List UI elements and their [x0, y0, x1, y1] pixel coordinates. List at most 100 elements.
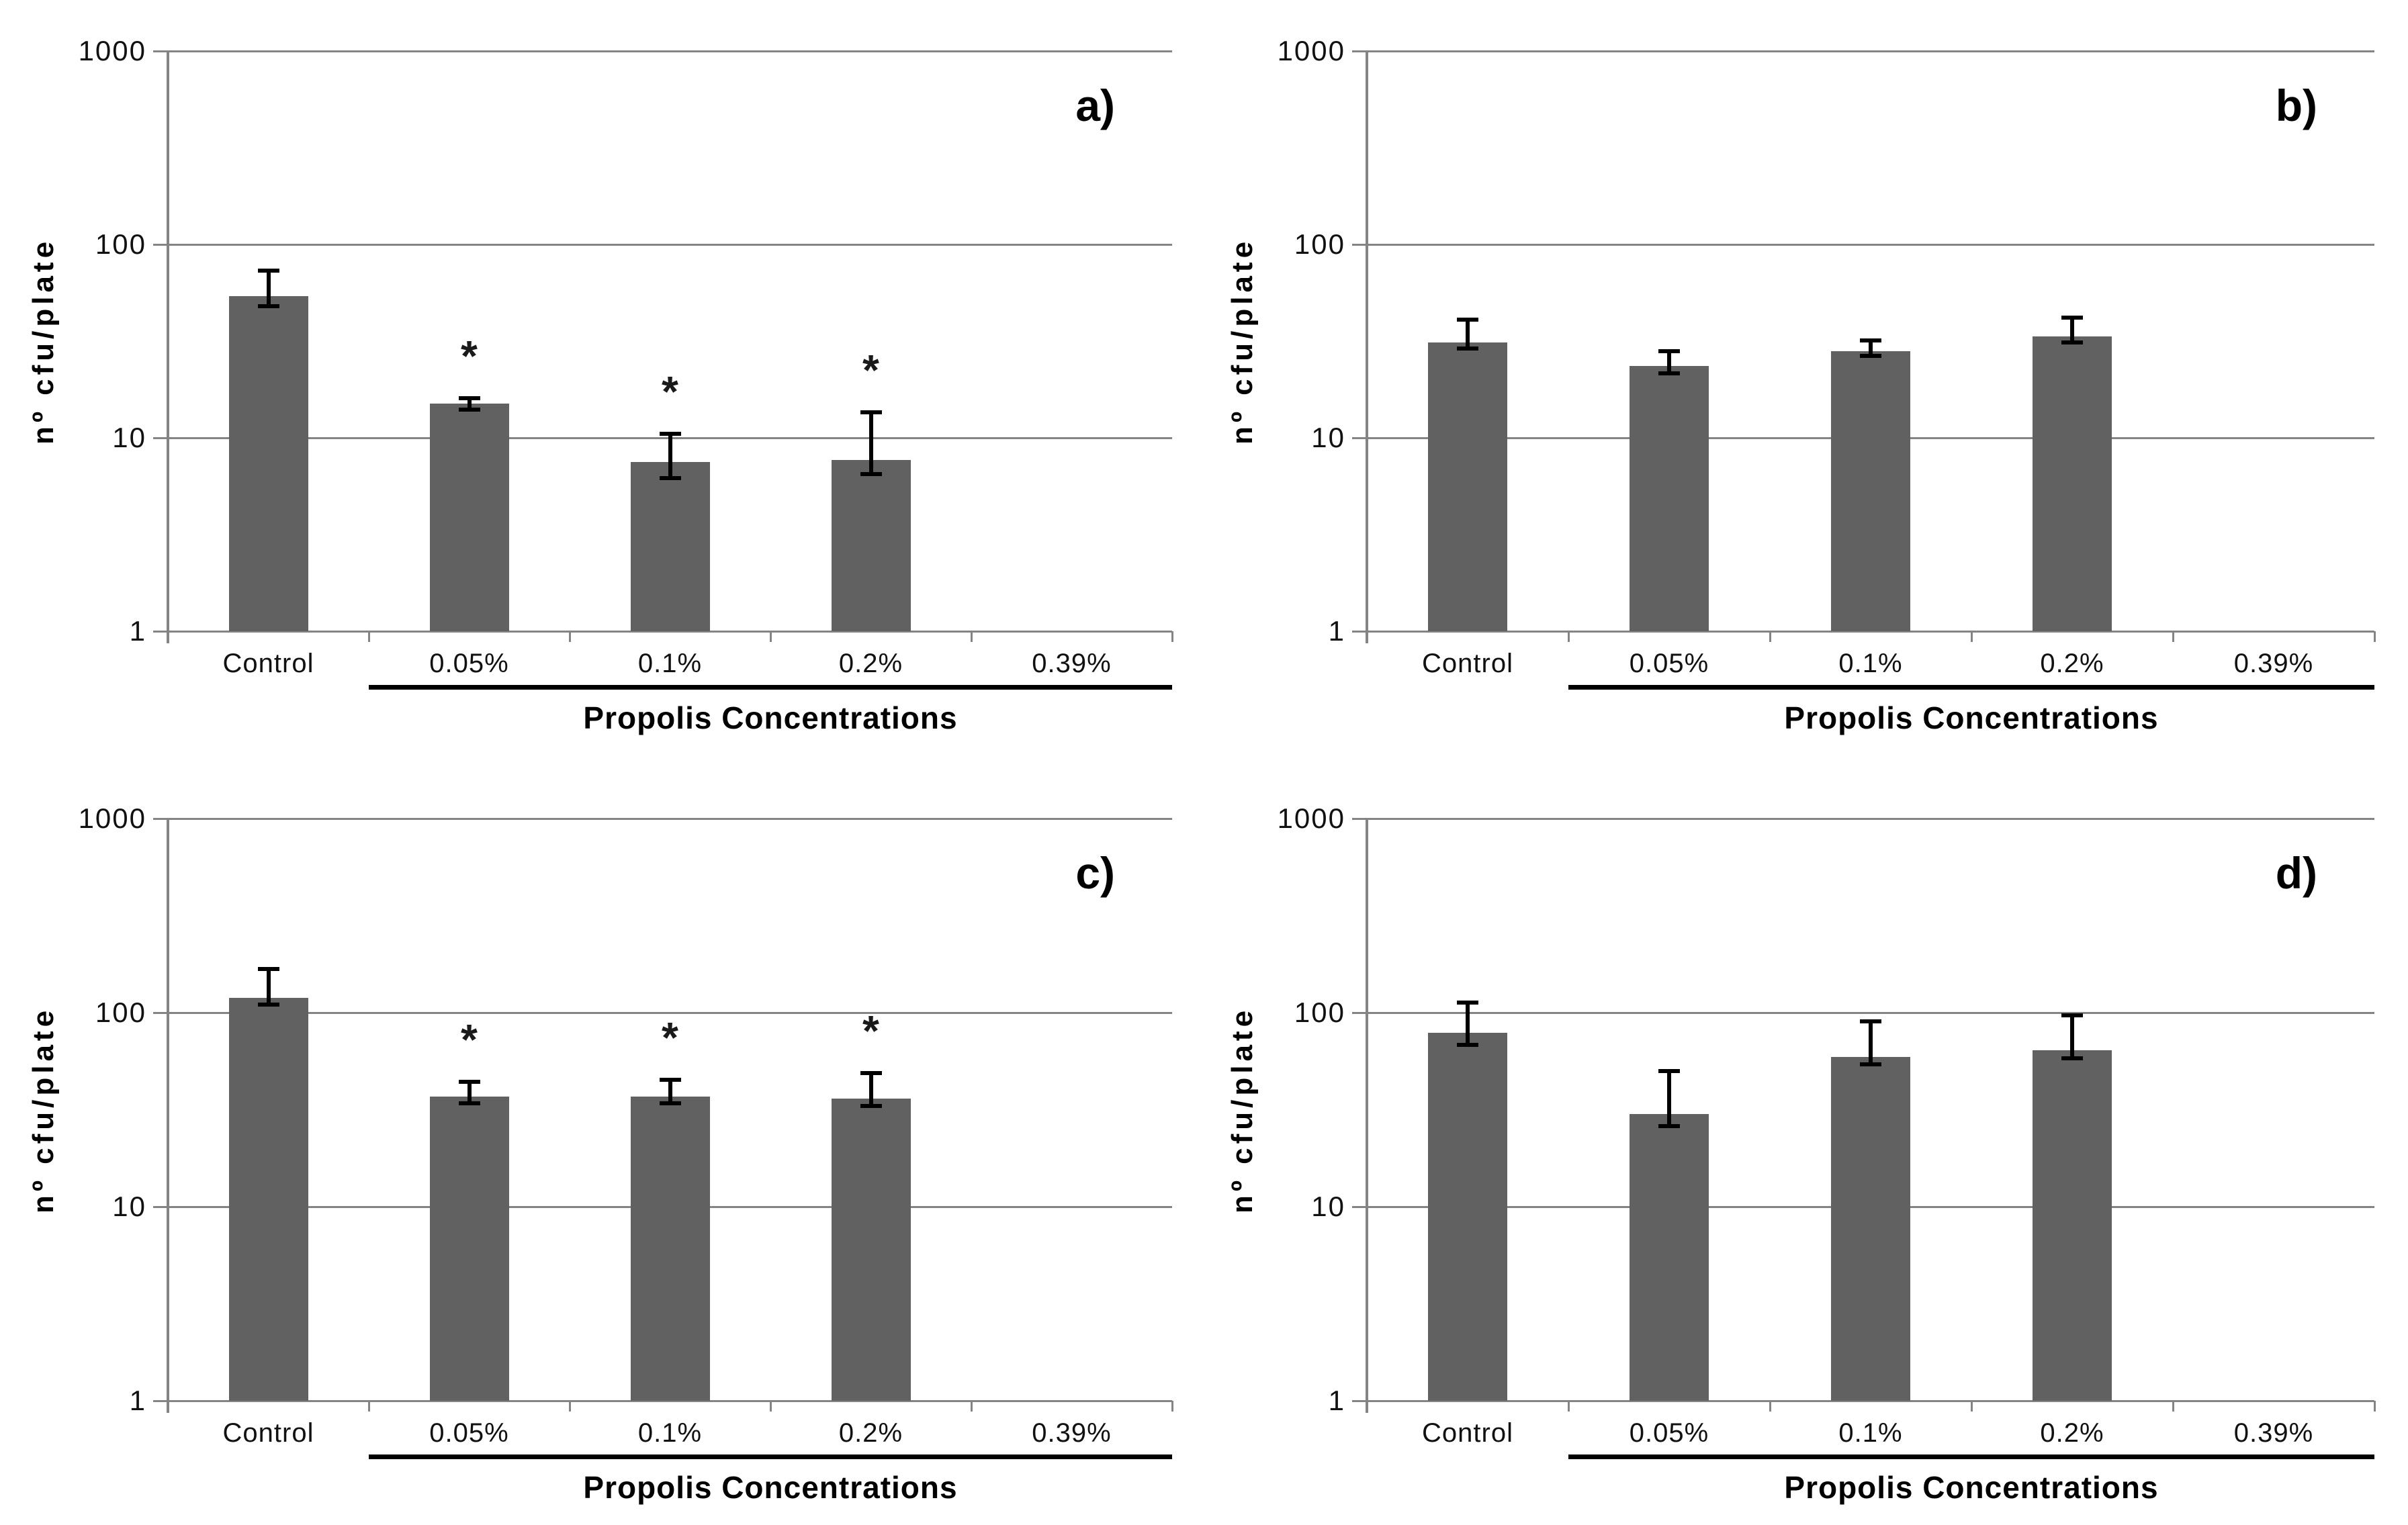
error-cap-bottom-0.2% — [2061, 1056, 2083, 1061]
error-cap-bottom-Control — [257, 304, 279, 308]
y-tick-1000 — [153, 817, 168, 820]
bar-0.1% — [630, 1096, 710, 1401]
x-boundary-tick — [2373, 1401, 2376, 1412]
y-tick-1 — [153, 1399, 168, 1402]
y-tick-1 — [1352, 1399, 1367, 1402]
significance-asterisk-0.1%: * — [662, 367, 678, 416]
error-bar-0.1% — [1869, 1021, 1873, 1065]
panel-letter-d: d) — [2275, 848, 2317, 898]
x-boundary-tick — [167, 631, 169, 642]
gridline-100 — [168, 1011, 1172, 1014]
x-boundary-tick — [1769, 631, 1771, 642]
x-boundary-tick — [2172, 631, 2174, 642]
x-boundary-tick — [1171, 631, 1173, 642]
x-tick-label-0.05%: 0.05% — [429, 649, 509, 678]
error-bar-0.1% — [668, 1080, 672, 1104]
concentration-group-underline — [369, 685, 1172, 690]
significance-asterisk-0.2%: * — [862, 346, 879, 395]
y-tick-1 — [1352, 630, 1367, 633]
y-tick-label-1000: 1000 — [1277, 35, 1345, 66]
x-tick-label-Control: Control — [1422, 649, 1513, 678]
y-tick-label-10: 10 — [112, 1191, 146, 1222]
gridline-100 — [168, 243, 1172, 246]
gridline-1000 — [1367, 817, 2374, 820]
error-bar-0.1% — [1869, 340, 1873, 357]
x-boundary-tick — [568, 631, 571, 642]
concentration-group-underline — [369, 1454, 1172, 1459]
gridline-1 — [1367, 630, 2374, 633]
x-boundary-tick — [769, 631, 772, 642]
y-tick-1000 — [1352, 50, 1367, 52]
y-tick-label-10: 10 — [1311, 1191, 1345, 1222]
error-bar-Control — [1466, 1002, 1470, 1046]
x-tick-label-0.2%: 0.2% — [838, 649, 903, 678]
error-cap-bottom-Control — [257, 1003, 279, 1007]
bar-Control — [1428, 1032, 1507, 1401]
error-bar-0.05% — [467, 1082, 472, 1104]
x-tick-label-Control: Control — [222, 1418, 314, 1448]
error-cap-top-0.2% — [860, 410, 882, 415]
y-tick-label-100: 100 — [95, 228, 146, 260]
error-bar-0.2% — [868, 412, 873, 474]
y-axis — [167, 819, 169, 1413]
error-cap-bottom-0.1% — [1860, 354, 1881, 359]
significance-asterisk-0.05%: * — [461, 332, 478, 381]
x-axis-title: Propolis Concentrations — [583, 700, 958, 735]
y-axis-title: nº cfu/plate — [1226, 1006, 1259, 1213]
error-cap-top-0.05% — [1658, 1068, 1680, 1073]
error-cap-bottom-0.05% — [458, 1101, 480, 1106]
y-tick-label-10: 10 — [1311, 422, 1345, 453]
error-cap-bottom-0.2% — [860, 1104, 882, 1109]
y-tick-label-100: 100 — [1294, 997, 1345, 1028]
gridline-100 — [1367, 243, 2374, 246]
x-tick-label-0.05%: 0.05% — [429, 1418, 509, 1448]
error-cap-top-0.1% — [1860, 1019, 1881, 1024]
bar-Control — [1428, 342, 1507, 631]
gridline-100 — [1367, 1011, 2374, 1014]
error-cap-top-Control — [1457, 317, 1478, 322]
x-boundary-tick — [1366, 1401, 1368, 1412]
error-cap-bottom-Control — [1457, 1043, 1478, 1048]
y-tick-10 — [153, 436, 168, 439]
error-cap-top-0.1% — [659, 431, 681, 436]
y-axis-title: nº cfu/plate — [1226, 237, 1259, 445]
x-boundary-tick — [1567, 631, 1570, 642]
error-cap-top-0.1% — [1860, 338, 1881, 342]
significance-asterisk-0.1%: * — [662, 1013, 678, 1062]
y-tick-10 — [153, 1205, 168, 1208]
concentration-group-underline — [1568, 1454, 2374, 1459]
concentration-group-underline — [1568, 685, 2374, 690]
y-tick-100 — [153, 1011, 168, 1014]
y-axis-title: nº cfu/plate — [27, 1006, 60, 1213]
y-tick-label-100: 100 — [95, 997, 146, 1028]
y-tick-10 — [1352, 436, 1367, 439]
error-bar-0.1% — [668, 433, 672, 478]
x-boundary-tick — [2373, 631, 2376, 642]
significance-asterisk-0.05%: * — [461, 1015, 478, 1064]
y-tick-10 — [1352, 1205, 1367, 1208]
x-tick-label-0.05%: 0.05% — [1629, 1418, 1709, 1448]
y-axis-title: nº cfu/plate — [27, 237, 60, 445]
error-bar-0.05% — [1667, 1070, 1671, 1127]
y-axis — [167, 51, 169, 643]
error-cap-top-0.05% — [458, 1080, 480, 1084]
error-cap-bottom-0.05% — [1658, 1124, 1680, 1129]
error-bar-0.2% — [2070, 1015, 2074, 1059]
gridline-1000 — [168, 817, 1172, 820]
x-boundary-tick — [1769, 1401, 1771, 1412]
x-boundary-tick — [1171, 1401, 1173, 1412]
x-tick-label-0.2%: 0.2% — [2040, 649, 2104, 678]
x-boundary-tick — [1567, 1401, 1570, 1412]
error-cap-top-0.2% — [2061, 1013, 2083, 1017]
error-cap-bottom-Control — [1457, 346, 1478, 351]
error-bar-Control — [1466, 319, 1470, 349]
error-cap-top-0.2% — [2061, 315, 2083, 320]
error-cap-bottom-0.1% — [659, 1101, 681, 1106]
panel-letter-a: a) — [1075, 81, 1115, 130]
error-cap-top-0.05% — [1658, 349, 1680, 354]
y-tick-label-1: 1 — [129, 1385, 146, 1416]
x-tick-label-0.1%: 0.1% — [1838, 1418, 1903, 1448]
error-cap-bottom-0.05% — [458, 407, 480, 412]
x-tick-label-0.2%: 0.2% — [2040, 1418, 2104, 1448]
y-tick-1000 — [153, 50, 168, 52]
